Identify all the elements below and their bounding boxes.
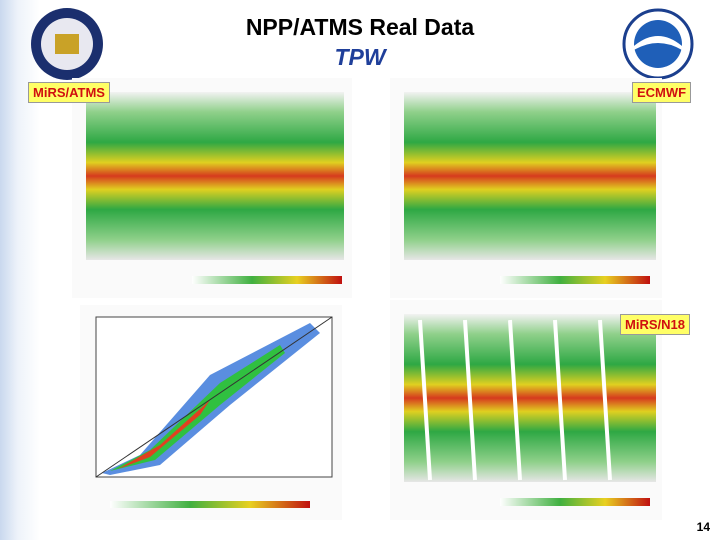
page-number: 14 (696, 520, 710, 534)
map-ecmwf (390, 78, 662, 298)
map-mirs-n18 (390, 300, 662, 520)
panel-label: MiRS/N18 (620, 314, 690, 335)
panel-label: MiRS/ATMS (28, 82, 110, 103)
noaa-logo (622, 8, 694, 80)
map-mirs-atms (72, 78, 352, 298)
title: NPP/ATMS Real Data (245, 14, 475, 40)
scatter-plot (80, 305, 342, 520)
doc-logo (31, 8, 103, 80)
subtitle: TPW (334, 44, 386, 70)
panel-label: ECMWF (632, 82, 692, 103)
